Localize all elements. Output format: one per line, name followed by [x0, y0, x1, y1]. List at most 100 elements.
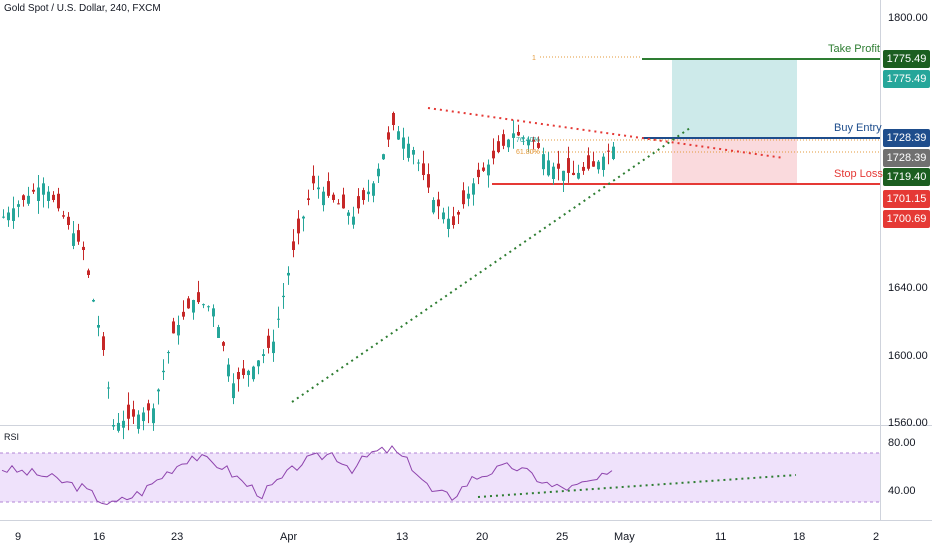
candle-body	[257, 360, 260, 367]
candle-body	[237, 372, 240, 380]
candle-body	[192, 300, 195, 313]
candle-body	[347, 212, 350, 216]
candle-body	[32, 189, 35, 192]
rsi-trendline	[477, 474, 797, 498]
candle-body	[612, 146, 615, 159]
candle-body	[57, 193, 60, 209]
time-tick: 25	[556, 531, 568, 543]
candle-body	[487, 164, 490, 176]
candle-body	[372, 183, 375, 196]
candle-body	[307, 198, 310, 200]
price-label-stop-loss: 1701.15	[883, 190, 930, 208]
candle-body	[407, 143, 410, 158]
candle-body	[437, 199, 440, 207]
candle-body	[537, 143, 540, 148]
price-tick: 1560.00	[888, 417, 928, 429]
candle-body	[362, 190, 365, 200]
candle-body	[462, 190, 465, 205]
candle-body	[322, 191, 325, 206]
candle-body	[357, 196, 360, 209]
candlestick-series	[2, 111, 615, 440]
candle-body	[367, 191, 370, 195]
rsi-tick: 80.00	[888, 437, 916, 449]
candle-body	[77, 230, 80, 242]
candle-body	[17, 204, 20, 207]
price-tick: 1800.00	[888, 12, 928, 24]
candle-body	[37, 187, 40, 201]
candle-body	[112, 425, 115, 427]
candle-body	[292, 241, 295, 250]
candle-body	[67, 216, 70, 225]
candle-body	[227, 364, 230, 377]
candle-body	[567, 158, 570, 173]
candle-body	[507, 139, 510, 148]
chart-title: Gold Spot / U.S. Dollar, 240, FXCM	[4, 3, 161, 14]
candle-body	[177, 325, 180, 336]
candle-body	[72, 233, 75, 246]
candle-body	[327, 181, 330, 196]
candle-body	[572, 172, 575, 175]
candle-body	[172, 321, 175, 334]
candle-body	[562, 170, 565, 181]
candle-body	[217, 327, 220, 338]
candle-body	[272, 341, 275, 354]
time-tick: 2	[873, 531, 879, 543]
ascending-trendline[interactable]	[291, 127, 691, 403]
candle-body	[422, 163, 425, 175]
candle-body	[297, 218, 300, 234]
candle-body	[392, 112, 395, 125]
candle-body	[157, 389, 160, 392]
candle-body	[52, 194, 55, 200]
candle-body	[467, 193, 470, 199]
candle-body	[302, 216, 305, 219]
candle-body	[82, 246, 85, 250]
candle-body	[377, 168, 380, 177]
candle-body	[342, 194, 345, 209]
candle-body	[162, 370, 165, 373]
candle-body	[477, 169, 480, 178]
candle-body	[167, 352, 170, 354]
candle-body	[232, 383, 235, 399]
candle-body	[207, 306, 210, 308]
candle-body	[22, 195, 25, 200]
candle-body	[522, 137, 525, 139]
candle-body	[187, 298, 190, 309]
candle-body	[517, 131, 520, 136]
candle-body	[97, 325, 100, 328]
candle-body	[397, 131, 400, 140]
candle-body	[607, 150, 610, 152]
candle-body	[247, 370, 250, 376]
time-tick: Apr	[280, 531, 297, 543]
candle-body	[432, 200, 435, 213]
candle-body	[47, 191, 50, 201]
candle-body	[577, 172, 580, 179]
rsi-tick: 40.00	[888, 485, 916, 497]
candle-body	[472, 183, 475, 195]
candle-body	[557, 163, 560, 169]
candle-body	[182, 311, 185, 317]
candle-body	[502, 134, 505, 146]
candle-body	[532, 139, 535, 142]
candle-body	[282, 295, 285, 298]
time-tick: 9	[15, 531, 21, 543]
price-label-stop-loss-2: 1700.69	[883, 210, 930, 228]
time-tick: May	[614, 531, 635, 543]
candle-body	[252, 366, 255, 380]
time-tick: 16	[93, 531, 105, 543]
candle-body	[107, 387, 110, 389]
candle-body	[452, 216, 455, 225]
candle-body	[352, 216, 355, 225]
candle-body	[42, 183, 45, 195]
candle-body	[87, 270, 90, 275]
time-tick: 23	[171, 531, 183, 543]
candle-body	[277, 318, 280, 320]
candle-body	[222, 342, 225, 346]
time-tick: 20	[476, 531, 488, 543]
candle-body	[387, 132, 390, 140]
candle-body	[402, 137, 405, 149]
candle-body	[317, 187, 320, 190]
candle-body	[242, 368, 245, 375]
candle-body	[492, 150, 495, 159]
candle-body	[332, 194, 335, 200]
